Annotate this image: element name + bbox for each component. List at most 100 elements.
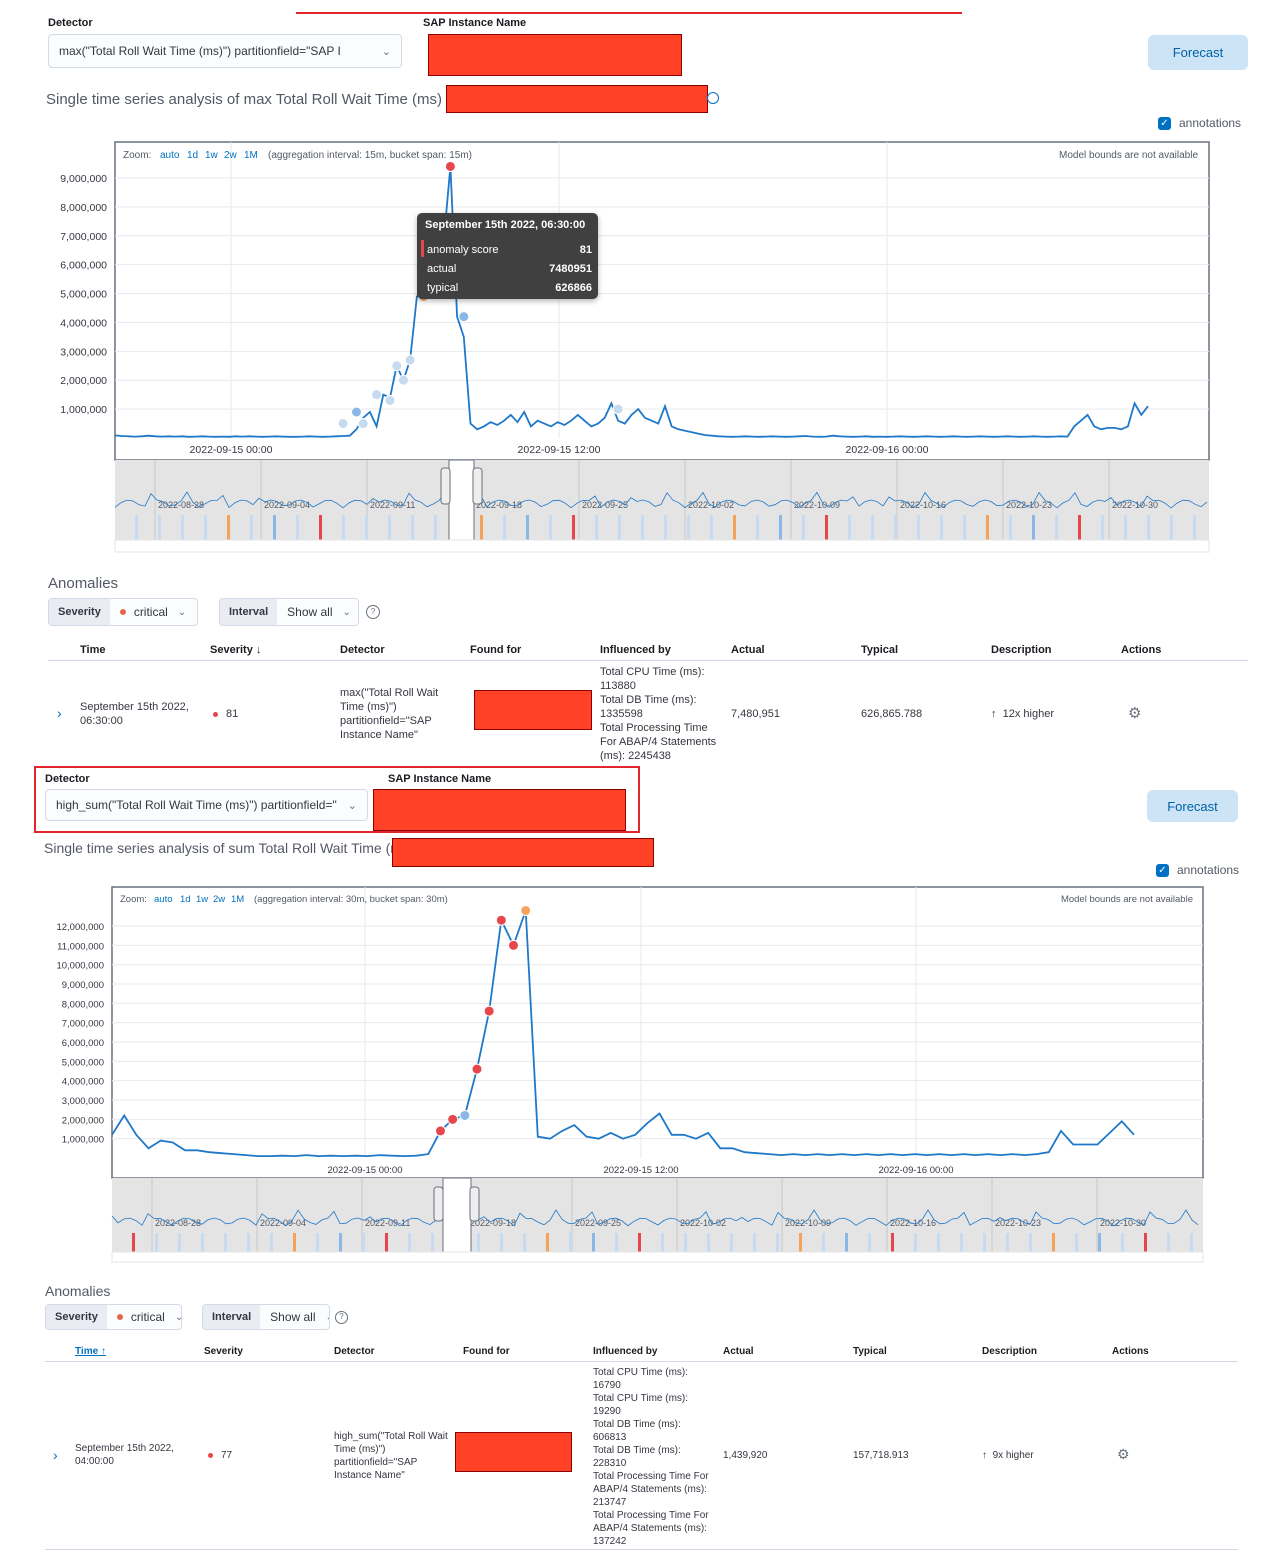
zoom-2w[interactable]: 2w — [224, 150, 238, 161]
anomaly-marker[interactable] — [350, 406, 362, 418]
instance-select-redacted[interactable] — [428, 34, 682, 76]
anomaly-marker[interactable] — [508, 939, 519, 951]
zoom-1w[interactable]: 1w — [205, 150, 219, 161]
anomaly-marker[interactable] — [458, 311, 470, 323]
anomaly-marker[interactable] — [495, 914, 507, 926]
context-anomaly-bar — [710, 515, 713, 540]
anomaly-marker[interactable] — [435, 1125, 446, 1137]
expand-row-icon[interactable]: › — [57, 705, 62, 721]
zoom-auto[interactable]: auto — [160, 150, 180, 161]
anomaly-marker[interactable] — [471, 1063, 483, 1075]
tooltip-row: actual 7480951 — [427, 263, 592, 275]
col-time[interactable]: Time — [80, 644, 106, 656]
help-icon[interactable]: ? — [366, 605, 380, 619]
interval-filter[interactable]: Interval Show all ⌄ — [202, 1304, 330, 1330]
chart-2[interactable]: 12,000,000 11,000,000 10,000,000 9,000,000 8… — [0, 0, 1266, 1270]
zoom-1d[interactable]: 1d — [187, 150, 198, 161]
x-tick-label: 2022-09-16 00:00 — [878, 1165, 953, 1176]
influencer-line: 19290 — [593, 1406, 621, 1417]
help-icon[interactable]: ? — [335, 1311, 348, 1324]
context-tick-label: 2022-09-18 — [470, 1218, 516, 1228]
context-anomaly-bar — [707, 1233, 710, 1252]
severity-filter[interactable]: Severity critical ⌄ — [48, 598, 198, 626]
annotations-checkbox[interactable]: ✓ annotations — [1158, 116, 1241, 130]
anomaly-marker[interactable] — [520, 905, 532, 917]
zoom-2w[interactable]: 2w — [213, 894, 225, 905]
context-anomaly-bar — [1193, 515, 1196, 540]
anomaly-marker[interactable] — [337, 418, 349, 430]
context-anomaly-bar — [963, 515, 966, 540]
context-tick-label: 2022-10-30 — [1100, 1218, 1146, 1228]
expand-row-icon[interactable]: › — [53, 1447, 58, 1463]
brush-handle-right[interactable] — [472, 467, 483, 505]
anomaly-marker[interactable] — [612, 403, 624, 415]
influencer-line: Total DB Time (ms): — [593, 1445, 681, 1456]
col-description: Description — [982, 1346, 1038, 1357]
info-icon[interactable] — [707, 92, 719, 104]
detector-select[interactable]: high_sum("Total Roll Wait Time (ms)") pa… — [45, 789, 368, 821]
context-anomaly-bar — [181, 515, 184, 540]
col-severity[interactable]: Severity — [204, 1346, 243, 1357]
row-description: ↑ 12x higher — [991, 708, 1054, 720]
severity-filter[interactable]: Severity critical ⌄ — [45, 1304, 182, 1330]
instance-select-redacted[interactable] — [373, 789, 626, 831]
context-anomaly-bar — [845, 1233, 848, 1252]
gear-icon[interactable]: ⚙ — [1128, 705, 1142, 722]
interval-filter[interactable]: Interval Show all ⌄ — [219, 598, 359, 626]
y-tick-label: 4,000,000 — [60, 317, 107, 329]
context-anomaly-bar — [1078, 515, 1081, 540]
col-time[interactable]: Time ↑ — [75, 1346, 106, 1357]
context-tick-label: 2022-10-30 — [1112, 500, 1158, 510]
context-anomaly-bar — [1032, 515, 1035, 540]
arrow-up-icon: ↑ — [991, 708, 997, 720]
col-severity[interactable]: Severity ↓ — [210, 644, 262, 656]
anomaly-marker[interactable] — [397, 374, 409, 386]
col-actual: Actual — [723, 1346, 754, 1357]
annotations-checkbox[interactable]: ✓ annotations — [1156, 863, 1239, 877]
context-brush[interactable] — [442, 1177, 472, 1253]
influencer-line: Total CPU Time (ms): — [593, 1393, 689, 1404]
context-anomaly-bar — [201, 1233, 204, 1252]
context-anomaly-bar — [135, 515, 138, 540]
row-typical: 157,718.913 — [853, 1450, 909, 1461]
chart-1[interactable]: 9,000,000 8,000,000 7,000,000 6,000,000 5,00… — [0, 0, 1266, 570]
context-anomaly-bar — [362, 1233, 365, 1252]
zoom-auto[interactable]: auto — [154, 894, 173, 905]
forecast-button[interactable]: Forecast — [1148, 35, 1248, 70]
zoom-1m[interactable]: 1M — [231, 894, 244, 905]
context-anomaly-bar — [365, 515, 368, 540]
brush-handle-right[interactable] — [469, 1186, 480, 1222]
zoom-1w[interactable]: 1w — [196, 894, 208, 905]
context-anomaly-bar — [569, 1233, 572, 1252]
context-anomaly-bar — [1029, 1233, 1032, 1252]
detector-select[interactable]: max("Total Roll Wait Time (ms)") partiti… — [48, 34, 402, 68]
influencer-line: 606813 — [593, 1432, 627, 1443]
context-anomaly-bar — [500, 1233, 503, 1252]
anomaly-marker[interactable] — [371, 389, 383, 401]
influencer-line: (ms): 2245438 — [600, 750, 671, 762]
context-anomaly-bar — [1121, 1233, 1124, 1252]
brush-handle-left[interactable] — [433, 1186, 444, 1222]
brush-handle-left[interactable] — [440, 467, 451, 505]
forecast-button[interactable]: Forecast — [1147, 790, 1238, 822]
anomaly-marker[interactable] — [483, 1005, 495, 1017]
context-anomaly-bar — [871, 515, 874, 540]
y-tick-label: 6,000,000 — [62, 1038, 104, 1049]
anomaly-marker[interactable] — [404, 354, 416, 366]
influencer-line: 137242 — [593, 1536, 627, 1547]
zoom-1m[interactable]: 1M — [244, 150, 258, 161]
anomaly-marker[interactable] — [357, 418, 369, 430]
anomaly-marker[interactable] — [447, 1113, 459, 1125]
zoom-1d[interactable]: 1d — [180, 894, 191, 905]
anomaly-marker[interactable] — [391, 360, 403, 372]
critical-dot-icon — [116, 1314, 123, 1320]
anomaly-marker[interactable] — [384, 394, 396, 406]
context-anomaly-bar — [158, 515, 161, 540]
instance-label: SAP Instance Name — [388, 773, 492, 785]
anomaly-marker[interactable] — [459, 1109, 471, 1121]
annotations-label: annotations — [1179, 116, 1242, 130]
gear-icon[interactable]: ⚙ — [1117, 1446, 1130, 1462]
y-tick-label: 6,000,000 — [60, 260, 107, 272]
row-description: ↑ 9x higher — [982, 1450, 1034, 1461]
anomaly-marker[interactable] — [444, 160, 456, 172]
